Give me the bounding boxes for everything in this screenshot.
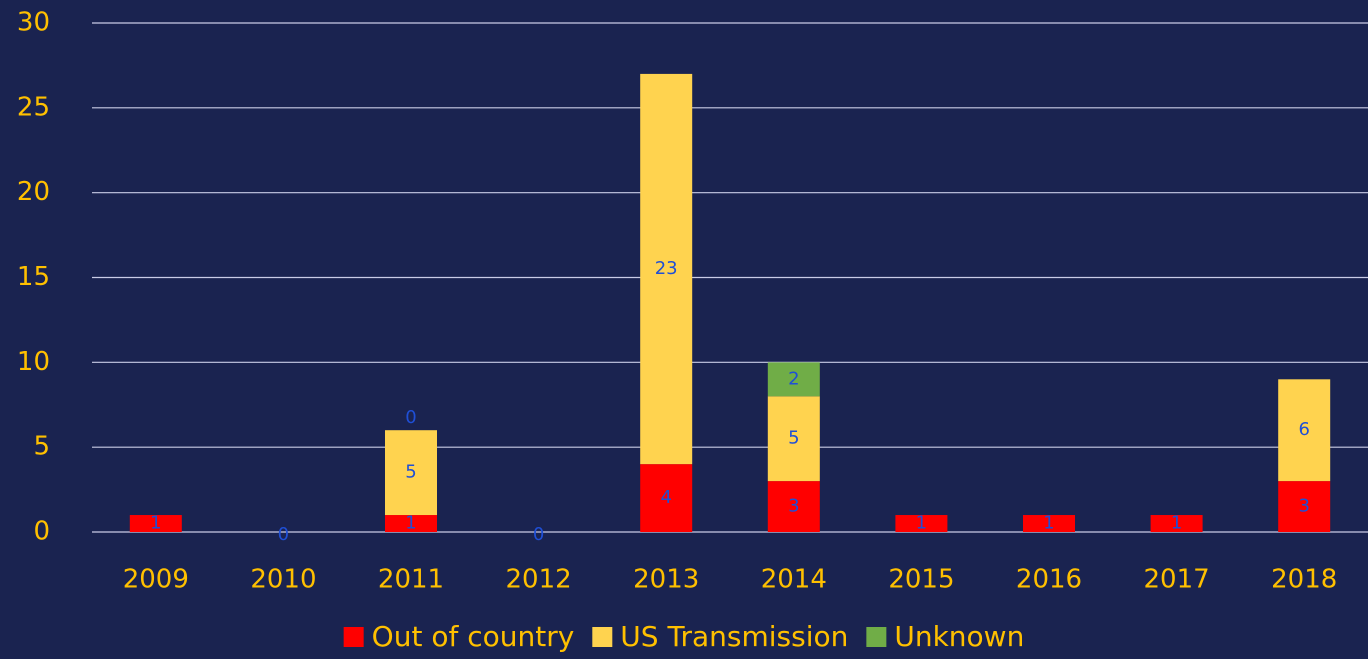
- data-label: 3: [788, 496, 799, 517]
- y-tick-label: 0: [33, 517, 50, 547]
- x-tick-label: 2010: [250, 565, 316, 595]
- x-tick-label: 2017: [1144, 565, 1210, 595]
- legend-label: Unknown: [894, 620, 1024, 653]
- data-label: 1: [405, 513, 416, 534]
- legend-label: US Transmission: [620, 620, 848, 653]
- x-tick-label: 2011: [378, 565, 444, 595]
- data-label: 4: [660, 487, 671, 508]
- bar-segment: [1278, 379, 1331, 482]
- data-label: 1: [1171, 513, 1182, 534]
- y-tick-label: 15: [17, 262, 50, 292]
- bar-segment: [640, 464, 693, 532]
- bar-segment: [385, 515, 437, 532]
- x-tick-label: 2016: [1016, 565, 1082, 595]
- y-tick-label: 10: [17, 347, 50, 377]
- x-tick-label: 2012: [506, 565, 572, 595]
- y-tick-label: 25: [17, 92, 50, 122]
- bar-segment: [129, 515, 182, 532]
- data-label: 1: [150, 513, 161, 534]
- y-tick-label: 20: [17, 177, 50, 207]
- data-label: 2: [788, 368, 799, 389]
- bar-segment: [767, 362, 820, 397]
- x-tick-label: 2013: [633, 565, 699, 595]
- data-label: 1: [1043, 513, 1054, 534]
- data-label: 23: [655, 258, 678, 279]
- x-tick-label: 2015: [888, 565, 954, 595]
- data-label: 5: [405, 462, 416, 483]
- data-label: 0: [405, 407, 416, 428]
- data-label: 0: [533, 524, 544, 545]
- data-label: 3: [1298, 496, 1309, 517]
- y-tick-label: 30: [17, 8, 50, 38]
- bar-segment: [385, 430, 437, 516]
- x-tick-label: 2018: [1271, 565, 1337, 595]
- data-label: 6: [1298, 419, 1309, 440]
- x-tick-label: 2014: [761, 565, 827, 595]
- legend-swatch: [866, 627, 887, 647]
- data-label: 1: [916, 513, 927, 534]
- bar-segment: [895, 515, 948, 532]
- bar-segment: [767, 481, 820, 532]
- bar-segment: [1278, 481, 1331, 532]
- bar-segment: [1150, 515, 1203, 532]
- legend-swatch: [592, 627, 613, 647]
- legend-swatch: [343, 627, 364, 647]
- bar-segment: [767, 396, 820, 482]
- bar-segment: [640, 73, 693, 465]
- data-label: 5: [788, 428, 799, 449]
- legend-label: Out of country: [372, 620, 575, 653]
- y-tick-label: 5: [33, 432, 50, 462]
- bar-segment: [1023, 515, 1075, 532]
- x-tick-label: 2009: [123, 565, 189, 595]
- data-label: 0: [278, 524, 289, 545]
